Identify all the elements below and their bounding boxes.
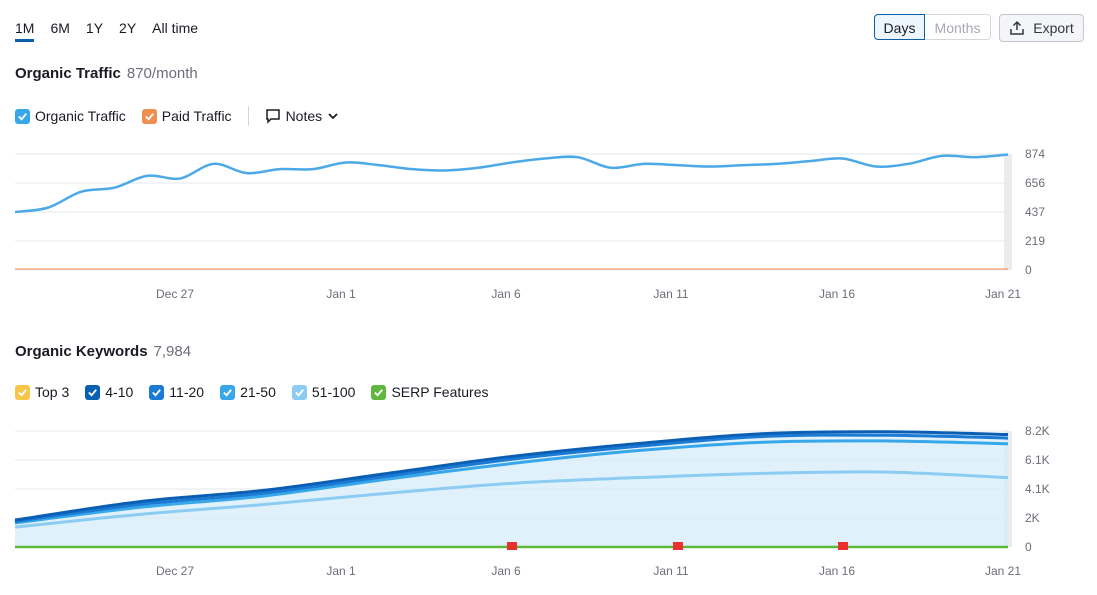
keywords-y-tick: 8.2K (1025, 424, 1050, 438)
legend-organic-traffic[interactable]: Organic Traffic (15, 108, 126, 124)
traffic-y-tick: 874 (1025, 147, 1045, 161)
range-tab-2y[interactable]: 2Y (119, 20, 137, 36)
legend-4-10[interactable]: 4-10 (85, 384, 133, 400)
range-tab-all-time[interactable]: All time (152, 20, 199, 36)
traffic-x-tick: Dec 27 (156, 287, 194, 301)
note-flag-icon (673, 542, 683, 550)
keywords-x-tick: Jan 11 (653, 564, 688, 578)
checkbox-icon (15, 108, 30, 124)
legend-21-50[interactable]: 21-50 (220, 384, 276, 400)
legend-top-3-label: Top 3 (35, 384, 70, 400)
checkbox-icon (15, 384, 30, 400)
checkbox-icon (141, 108, 157, 124)
checkbox-icon (149, 384, 165, 400)
organic-traffic-title-text: Organic Traffic (15, 65, 121, 82)
keywords-legend: Top 3 4-10 11-20 21-50 51-100 SERP Featu… (15, 384, 504, 400)
days-button[interactable]: Days (874, 14, 925, 40)
traffic-x-tick: Jan 21 (985, 287, 1021, 301)
range-tabs: 1M 6M 1Y 2Y All time (15, 18, 214, 42)
legend-11-20-label: 11-20 (169, 384, 205, 400)
keywords-51-100-series-line (14, 470, 1009, 529)
organic-keywords-title-text: Organic Keywords (15, 343, 148, 360)
export-label: Export (1033, 20, 1074, 36)
range-tab-1m[interactable]: 1M (15, 18, 35, 42)
traffic-legend: Organic Traffic Paid Traffic Notes (15, 106, 339, 126)
legend-organic-traffic-label: Organic Traffic (35, 108, 126, 124)
traffic-y-tick: 437 (1025, 205, 1045, 219)
keywords-11-20-series-line (14, 433, 1009, 524)
range-tab-1y[interactable]: 1Y (85, 20, 104, 36)
comment-icon (265, 109, 280, 124)
legend-divider (247, 106, 249, 126)
months-button[interactable]: Months (925, 14, 991, 40)
keywords-x-tick: Jan 16 (819, 564, 855, 578)
keywords-x-tick: Jan 1 (326, 564, 356, 578)
organic-keywords-title: Organic Keywords 7,984 (15, 343, 191, 360)
notes-dropdown[interactable]: Notes (265, 108, 340, 124)
keywords-x-tick: Jan 21 (985, 564, 1021, 578)
legend-21-50-label: 21-50 (240, 384, 276, 400)
keywords-y-tick: 0 (1025, 540, 1032, 554)
note-flag-icon (507, 542, 517, 550)
traffic-x-tick: Jan 16 (819, 287, 855, 301)
legend-top-3[interactable]: Top 3 (15, 384, 69, 400)
legend-4-10-label: 4-10 (105, 384, 134, 400)
chevron-down-icon (328, 113, 338, 120)
traffic-y-tick: 219 (1025, 234, 1045, 248)
legend-paid-traffic-label: Paid Traffic (161, 108, 232, 124)
keywords-21-50-series-line (14, 439, 1009, 525)
traffic-x-tick: Jan 1 (326, 287, 356, 301)
organic-traffic-title: Organic Traffic 870/month (15, 65, 198, 82)
checkbox-icon (371, 384, 387, 400)
legend-11-20[interactable]: 11-20 (149, 384, 204, 400)
period-toggle: Days Months (874, 14, 991, 40)
legend-51-100-label: 51-100 (311, 384, 356, 400)
traffic-current-marker (1004, 154, 1012, 270)
export-icon (1010, 20, 1025, 35)
note-flag-icon (838, 542, 848, 550)
keywords-x-tick: Jan 6 (491, 564, 521, 578)
checkbox-icon (291, 384, 307, 400)
legend-serp-features[interactable]: SERP Features (371, 384, 488, 400)
checkbox-icon (85, 384, 101, 400)
traffic-y-tick: 0 (1025, 263, 1032, 277)
organic-traffic-series-line (14, 153, 1009, 214)
export-button[interactable]: Export (999, 14, 1084, 42)
keywords-x-tick: Dec 27 (156, 564, 194, 578)
range-tab-6m[interactable]: 6M (50, 20, 70, 36)
legend-paid-traffic[interactable]: Paid Traffic (141, 108, 232, 124)
organic-traffic-value: 870/month (126, 65, 198, 82)
organic-keywords-value: 7,984 (153, 343, 192, 360)
legend-serp-features-label: SERP Features (391, 384, 489, 400)
checkbox-icon (220, 384, 236, 400)
keywords-y-tick: 6.1K (1025, 453, 1050, 467)
keywords-area-fill (15, 431, 1008, 547)
notes-label: Notes (285, 108, 323, 124)
keywords-4-10-series-line (14, 430, 1009, 522)
legend-51-100[interactable]: 51-100 (291, 384, 356, 400)
traffic-x-tick: Jan 11 (653, 287, 688, 301)
traffic-x-tick: Jan 6 (491, 287, 521, 301)
traffic-y-tick: 656 (1025, 176, 1045, 190)
keywords-y-tick: 2K (1025, 511, 1040, 525)
keywords-y-tick: 4.1K (1025, 482, 1050, 496)
